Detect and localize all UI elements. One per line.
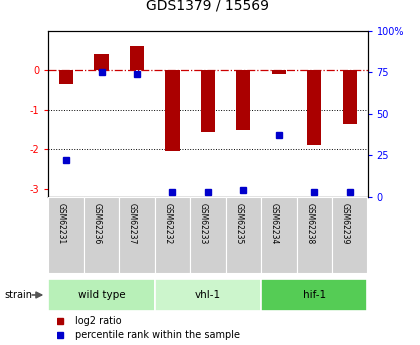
- Bar: [307, 70, 321, 145]
- Bar: [48, 279, 155, 311]
- Bar: [272, 70, 286, 73]
- Bar: [130, 46, 144, 70]
- Text: wild type: wild type: [78, 290, 125, 300]
- Bar: [84, 197, 119, 273]
- Text: GSM62239: GSM62239: [341, 203, 350, 244]
- Bar: [59, 70, 73, 84]
- Text: GSM62236: GSM62236: [92, 203, 102, 244]
- Text: GSM62231: GSM62231: [57, 203, 66, 244]
- Bar: [155, 197, 190, 273]
- Bar: [261, 197, 297, 273]
- Bar: [343, 70, 357, 124]
- Text: GSM62234: GSM62234: [270, 203, 279, 244]
- Text: GSM62232: GSM62232: [163, 203, 173, 244]
- Text: GSM62235: GSM62235: [234, 203, 243, 244]
- Text: GDS1379 / 15569: GDS1379 / 15569: [147, 0, 269, 12]
- Text: vhl-1: vhl-1: [195, 290, 221, 300]
- Bar: [261, 279, 368, 311]
- Bar: [201, 70, 215, 131]
- Text: log2 ratio: log2 ratio: [75, 316, 122, 326]
- Text: percentile rank within the sample: percentile rank within the sample: [75, 330, 240, 339]
- Bar: [119, 197, 155, 273]
- Bar: [48, 197, 84, 273]
- Bar: [297, 197, 332, 273]
- Bar: [236, 70, 250, 130]
- Bar: [94, 54, 109, 70]
- Bar: [165, 70, 179, 151]
- Text: hif-1: hif-1: [303, 290, 326, 300]
- Text: strain: strain: [4, 290, 32, 300]
- Bar: [155, 279, 261, 311]
- Bar: [332, 197, 368, 273]
- Text: GSM62238: GSM62238: [305, 203, 314, 244]
- Bar: [190, 197, 226, 273]
- Bar: [226, 197, 261, 273]
- Text: GSM62233: GSM62233: [199, 203, 208, 244]
- Text: GSM62237: GSM62237: [128, 203, 137, 244]
